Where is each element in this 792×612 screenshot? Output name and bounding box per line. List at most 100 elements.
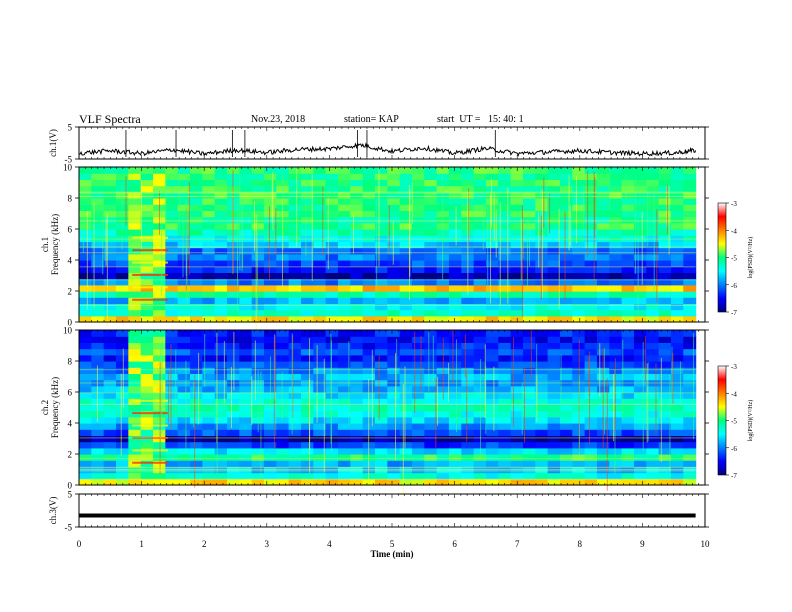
spectrogram-cell: [658, 478, 672, 486]
spectrogram-streak: [693, 333, 695, 440]
spectrogram-cell: [424, 179, 438, 187]
spectrogram-cell: [202, 222, 216, 230]
spectrogram-streak: [538, 211, 540, 268]
spectrogram-cell: [609, 253, 623, 261]
spectrogram-cell: [670, 297, 684, 304]
spectrogram-cell: [214, 204, 228, 211]
spectrogram-cell: [411, 179, 425, 187]
spectrogram-cell: [436, 416, 450, 424]
spectrogram-cell: [535, 478, 549, 486]
spectrogram-cell: [596, 253, 610, 261]
spectrogram-cell: [300, 354, 314, 362]
spectrogram-cell: [485, 291, 499, 298]
spectrogram-cell: [559, 373, 573, 381]
spectrogram-cell: [362, 348, 376, 356]
spectrogram-streak: [102, 205, 104, 275]
spectrogram-cell: [325, 179, 339, 187]
y-tick-label: 4: [68, 256, 73, 266]
spectrogram-cell: [485, 404, 499, 412]
spectrogram-cell: [189, 385, 203, 393]
spectrogram-cell: [621, 373, 635, 381]
spectrogram-cell: [535, 348, 549, 356]
spectrogram-cell: [288, 354, 302, 362]
spectrogram-cell: [226, 429, 240, 436]
spectrogram-cell: [658, 367, 672, 374]
spectrogram-streak: [452, 330, 454, 383]
spectrogram-cell: [424, 330, 438, 337]
spectrogram-cell: [535, 435, 549, 443]
spectrogram-cell: [337, 241, 351, 249]
spectrogram-cell: [325, 235, 339, 242]
spectrogram-streak: [268, 206, 270, 280]
spectrogram-cell: [189, 229, 203, 236]
spectrogram-cell: [177, 266, 191, 273]
spectrogram-cell: [399, 297, 413, 304]
spectrogram-cell: [79, 398, 92, 405]
spectrogram-cell: [300, 260, 314, 267]
spectrogram-cell: [263, 167, 277, 174]
spectrogram-cell: [337, 229, 351, 236]
spectrogram-streak: [122, 348, 124, 409]
spectrogram-cell: [337, 235, 351, 242]
spectrogram-cell: [350, 429, 364, 436]
spectrogram-cell: [165, 404, 179, 412]
spectrogram-cell: [609, 309, 623, 317]
spectrogram-cell: [584, 398, 598, 405]
spectrogram-cell: [165, 266, 179, 273]
spectrogram-cell: [276, 367, 290, 374]
spectrogram-cell: [411, 373, 425, 381]
spectrogram-cell: [584, 342, 598, 350]
spectrogram-cell: [374, 229, 388, 236]
spectrogram-cell: [128, 330, 142, 337]
spectrogram-cell: [646, 429, 660, 436]
spectrogram-cell: [510, 284, 524, 292]
spectrogram-streak: [281, 371, 283, 420]
spectrogram-cell: [214, 336, 228, 343]
spectrogram-cell: [498, 441, 512, 449]
spectrogram-cell: [387, 342, 401, 350]
spectrogram-cell: [670, 398, 684, 405]
spectrogram-cell: [498, 336, 512, 343]
spectrogram-cell: [337, 167, 351, 174]
spectrogram-cell: [683, 266, 697, 273]
spectrogram-cell: [658, 441, 672, 449]
spectrogram-cell: [115, 441, 129, 449]
spectrogram-cell: [177, 330, 191, 337]
spectrogram-cell: [288, 253, 302, 261]
spectrogram-cell: [646, 260, 660, 267]
spectrogram-cell: [140, 241, 154, 249]
spectrogram-cell: [103, 216, 117, 224]
spectrogram-cell: [115, 309, 129, 317]
spectrogram-cell: [522, 466, 536, 474]
spectrogram-cell: [140, 179, 154, 187]
spectrogram-cell: [140, 266, 154, 273]
spectrogram-cell: [621, 367, 635, 374]
spectrogram-cell: [572, 398, 586, 405]
spectrogram-cell: [559, 348, 573, 356]
spectrogram-cell: [399, 291, 413, 298]
spectrogram-cell: [115, 429, 129, 436]
spectrogram-cell: [411, 454, 425, 461]
spectrogram-cell: [214, 222, 228, 230]
spectrogram-cell: [79, 229, 92, 236]
y-tick-label: 2: [68, 450, 73, 460]
spectrogram-cell: [115, 278, 129, 286]
spectrogram-cell: [609, 336, 623, 343]
spectrogram-cell: [362, 216, 376, 224]
spectrogram-cell: [165, 423, 179, 430]
spectrogram-cell: [559, 191, 573, 199]
spectrogram-cell: [547, 191, 561, 199]
spectrogram-cell: [337, 373, 351, 381]
spectrogram-cell: [609, 266, 623, 273]
spectrogram-cell: [202, 303, 216, 311]
spectrogram-cell: [510, 272, 524, 280]
spectrogram-cell: [177, 472, 191, 480]
spectrogram-cell: [337, 429, 351, 436]
spectrogram-cell: [621, 222, 635, 230]
spectrogram-cell: [226, 423, 240, 430]
spectrogram-cell: [399, 435, 413, 443]
spectrogram-cell: [670, 385, 684, 393]
spectrogram-cell: [399, 204, 413, 211]
spectrogram-cell: [498, 173, 512, 180]
spectrogram-cell: [288, 241, 302, 249]
